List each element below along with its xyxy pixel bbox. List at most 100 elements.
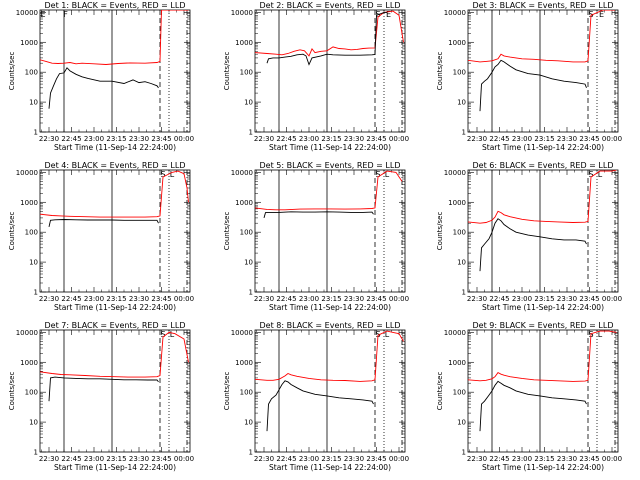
x-tick-label: 23:30 <box>129 135 149 143</box>
x-tick-label: 22:30 <box>467 455 487 463</box>
x-tick-label: 00:00 <box>602 135 622 143</box>
x-tick-label: 22:45 <box>61 135 81 143</box>
plot-frame <box>39 9 191 133</box>
x-tick-label: 22:30 <box>39 455 59 463</box>
x-tick-label: 22:30 <box>467 295 487 303</box>
x-tick-label: 23:30 <box>344 135 364 143</box>
time-marker-label: L <box>170 330 175 339</box>
panel-title: Det 8: BLACK = Events, RED = LLD <box>260 321 401 330</box>
y-tick-label: 1000 <box>235 39 253 47</box>
plot-frame <box>39 169 191 293</box>
x-tick-label: 22:45 <box>489 455 509 463</box>
x-axis-label: Start Time (11-Sep-14 22:24:00) <box>269 143 391 152</box>
time-marker-label: E <box>599 10 604 19</box>
x-tick-label: 23:15 <box>321 135 341 143</box>
y-tick-label: 10000 <box>16 329 38 337</box>
y-tick-label: 10000 <box>16 9 38 17</box>
panel-det-7: Det 7: BLACK = Events, RED = LLD 1 10 100 10… <box>8 321 194 472</box>
y-tick-label: 10 <box>29 419 38 427</box>
time-marker-label: L <box>170 170 175 179</box>
y-tick-label: 10000 <box>231 329 253 337</box>
y-tick-label: 1000 <box>448 199 466 207</box>
y-tick-label: 10000 <box>231 169 253 177</box>
lld-series-line <box>40 331 189 378</box>
events-series-line <box>266 11 387 66</box>
y-tick-label: 10 <box>29 99 38 107</box>
time-marker-label: S <box>375 170 380 179</box>
y-tick-label: 1 <box>249 289 253 297</box>
x-tick-label: 00:00 <box>174 455 194 463</box>
y-tick-label: 1000 <box>448 359 466 367</box>
events-series-line <box>479 218 587 272</box>
y-tick-label: 1 <box>249 129 253 137</box>
plot-frame <box>467 329 619 453</box>
y-tick-label: 1 <box>249 449 253 457</box>
y-tick-label: 10 <box>244 259 253 267</box>
events-series-line <box>48 67 159 109</box>
y-axis-label: Counts/sec <box>436 212 444 251</box>
x-tick-label: 23:30 <box>344 455 364 463</box>
x-tick-label: 23:00 <box>512 295 532 303</box>
x-tick-label: 23:45 <box>366 455 386 463</box>
plot-frame <box>467 9 619 133</box>
x-tick-label: 00:00 <box>389 295 409 303</box>
y-tick-label: 100 <box>453 69 466 77</box>
x-tick-label: 22:45 <box>489 295 509 303</box>
x-tick-label: 00:00 <box>389 135 409 143</box>
x-tick-label: 23:45 <box>366 295 386 303</box>
y-axis-label: Counts/sec <box>8 372 16 411</box>
panel-title: Det 1: BLACK = Events, RED = LLD <box>45 1 186 10</box>
x-axis-label: Start Time (11-Sep-14 22:24:00) <box>482 143 604 152</box>
time-marker-label: S <box>375 330 380 339</box>
time-marker-label: F <box>63 10 68 19</box>
x-tick-label: 23:00 <box>512 135 532 143</box>
x-tick-label: 23:45 <box>151 295 171 303</box>
x-tick-label: 22:45 <box>61 455 81 463</box>
panel-det-4: Det 4: BLACK = Events, RED = LLD 1 10 100 10… <box>8 161 194 312</box>
y-tick-label: 10 <box>244 99 253 107</box>
y-tick-label: 10 <box>244 419 253 427</box>
y-tick-label: 10000 <box>444 169 466 177</box>
y-tick-label: 100 <box>240 229 253 237</box>
lld-series-line <box>468 10 615 63</box>
panel-title: Det 2: BLACK = Events, RED = LLD <box>260 1 401 10</box>
y-tick-label: 100 <box>25 229 38 237</box>
x-axis-label: Start Time (11-Sep-14 22:24:00) <box>54 303 176 312</box>
lld-series-line <box>255 170 403 211</box>
x-tick-label: 22:30 <box>467 135 487 143</box>
x-tick-label: 23:15 <box>106 135 126 143</box>
y-tick-label: 1000 <box>20 359 38 367</box>
plot-frame <box>467 169 619 293</box>
panel-det-1: Det 1: BLACK = Events, RED = LLD 1 10 100 10… <box>8 1 194 152</box>
x-tick-label: 23:45 <box>366 135 386 143</box>
panel-det-3: Det 3: BLACK = Events, RED = LLD 1 10 100 10… <box>436 1 622 152</box>
x-tick-label: 23:45 <box>579 295 599 303</box>
x-tick-label: 00:00 <box>389 455 409 463</box>
y-tick-label: 1 <box>34 129 38 137</box>
lld-series-line <box>255 330 404 382</box>
panel-det-9: Det 9: BLACK = Events, RED = LLD 1 10 100 10… <box>436 321 622 472</box>
events-series-line <box>479 380 587 432</box>
time-marker-label: S <box>588 170 593 179</box>
time-marker-label: L <box>385 170 390 179</box>
y-tick-label: 10000 <box>231 9 253 17</box>
y-tick-label: 1000 <box>20 39 38 47</box>
y-tick-label: 100 <box>25 389 38 397</box>
panel-det-8: Det 8: BLACK = Events, RED = LLD 1 10 100 10… <box>223 321 409 472</box>
y-tick-label: 1 <box>462 449 466 457</box>
panel-title: Det 6: BLACK = Events, RED = LLD <box>473 161 614 170</box>
y-tick-label: 100 <box>240 69 253 77</box>
y-tick-label: 10 <box>29 259 38 267</box>
time-marker-label: E <box>386 10 391 19</box>
x-tick-label: 23:45 <box>151 455 171 463</box>
events-series-line <box>263 211 374 219</box>
x-tick-label: 22:45 <box>61 295 81 303</box>
x-tick-label: 00:00 <box>174 135 194 143</box>
time-marker-label: L <box>598 330 603 339</box>
time-marker-label: S <box>160 330 165 339</box>
x-tick-label: 23:00 <box>299 295 319 303</box>
plot-frame <box>254 9 406 133</box>
panel-det-2: Det 2: BLACK = Events, RED = LLD 1 10 100 10… <box>223 1 409 152</box>
y-axis-label: Counts/sec <box>8 212 16 251</box>
y-axis-label: Counts/sec <box>223 372 231 411</box>
